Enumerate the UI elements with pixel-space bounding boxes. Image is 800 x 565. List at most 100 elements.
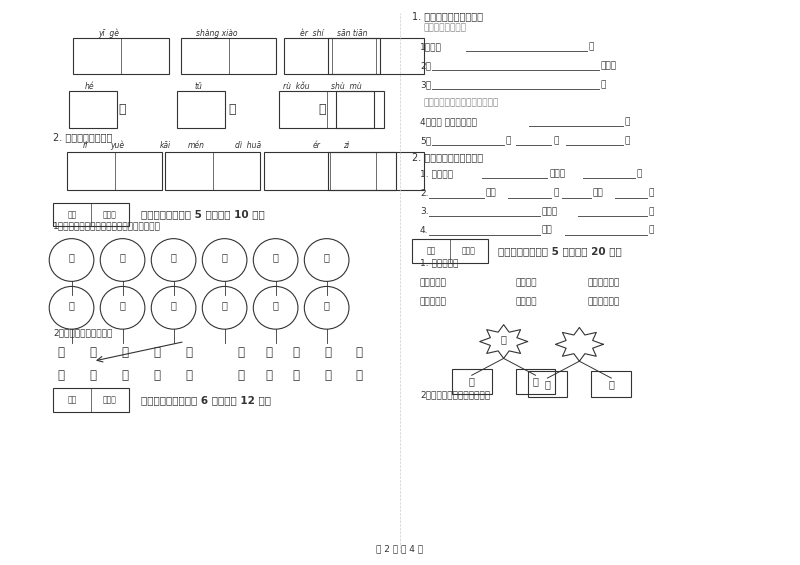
Text: 影: 影: [120, 300, 126, 310]
Text: ，一边: ，一边: [549, 170, 566, 179]
Bar: [54, 203, 129, 226]
Text: 进: 进: [122, 369, 129, 382]
Text: 读书。: 读书。: [601, 61, 617, 70]
Text: 例：爸爸妈妈笑了，我也笑了。: 例：爸爸妈妈笑了，我也笑了。: [424, 98, 499, 107]
Text: 鼠: 鼠: [170, 300, 177, 310]
Text: 4．小云 写作业，我也: 4．小云 写作业，我也: [420, 117, 477, 126]
Text: 走＋干＝赶: 走＋干＝赶: [420, 278, 447, 287]
Text: 例：妈妈洗衣服。: 例：妈妈洗衣服。: [424, 23, 467, 32]
Text: 场: 场: [325, 369, 332, 382]
Text: 下: 下: [545, 379, 550, 389]
Text: 。: 。: [649, 225, 654, 234]
Text: hé: hé: [84, 82, 94, 92]
Bar: [66, 151, 162, 190]
Text: 得分: 得分: [67, 210, 77, 219]
Text: 。: 。: [649, 207, 654, 216]
Text: 得分: 得分: [67, 396, 77, 405]
Text: 2、扩词比赛，看谁说的多！: 2、扩词比赛，看谁说的多！: [420, 390, 490, 399]
Bar: [265, 151, 396, 190]
Text: 招: 招: [186, 346, 192, 359]
Text: 田: 田: [170, 252, 177, 262]
Text: 也: 也: [553, 136, 558, 145]
Bar: [73, 38, 169, 75]
Text: 1. 大家一边: 1. 大家一边: [420, 170, 453, 179]
Text: 亲: 亲: [90, 369, 97, 382]
Text: 口: 口: [608, 379, 614, 389]
Text: 1、哪两个气球可以连在一起，请你连一连。: 1、哪两个气球可以连在一起，请你连一连。: [54, 222, 161, 231]
Text: 2、照样子，连字成词。: 2、照样子，连字成词。: [54, 329, 113, 338]
Text: 快: 快: [90, 346, 97, 359]
Text: 苗: 苗: [119, 103, 126, 116]
Text: 广: 广: [237, 346, 244, 359]
Bar: [177, 92, 225, 128]
Text: 第 2 页 共 4 页: 第 2 页 共 4 页: [377, 545, 423, 554]
Text: 朗: 朗: [120, 252, 126, 262]
Text: 琴: 琴: [293, 369, 300, 382]
Text: èr  shí: èr shí: [301, 29, 324, 38]
Text: 那么: 那么: [486, 189, 496, 198]
Bar: [54, 388, 129, 412]
Bar: [165, 151, 261, 190]
Text: 。: 。: [601, 80, 606, 89]
Bar: [285, 38, 380, 75]
Text: 日＋月＝: 日＋月＝: [515, 278, 537, 287]
Text: rù  kǒu: rù kǒu: [283, 82, 310, 92]
Text: 地: 地: [229, 103, 236, 116]
Text: 。: 。: [637, 170, 642, 179]
Text: 已经: 已经: [541, 225, 552, 234]
Text: 门: 门: [154, 369, 160, 382]
Bar: [336, 92, 384, 128]
Text: 香－＿＿＝日: 香－＿＿＝日: [587, 297, 619, 306]
Text: ，: ，: [589, 42, 594, 51]
Text: 叶－口＝十: 叶－口＝十: [420, 297, 447, 306]
Text: 松: 松: [69, 252, 74, 262]
Text: 乐: 乐: [186, 369, 192, 382]
Text: 3.: 3.: [420, 207, 429, 216]
Text: 得分: 得分: [426, 246, 435, 255]
Text: 弹: 弹: [355, 346, 362, 359]
Text: 5．: 5．: [420, 136, 431, 145]
Text: 4.: 4.: [420, 225, 429, 234]
Text: ，: ，: [506, 136, 510, 145]
Text: 树: 树: [318, 103, 326, 116]
Text: 飞: 飞: [293, 346, 300, 359]
Text: sān tiān: sān tiān: [337, 29, 367, 38]
Text: 2. 我会把句子补充完整。: 2. 我会把句子补充完整。: [412, 152, 483, 162]
Text: 2. 看拼音，写字词。: 2. 看拼音，写字词。: [54, 132, 113, 142]
Text: mén: mén: [188, 141, 206, 150]
Text: 放: 放: [324, 252, 330, 262]
Text: ér: ér: [312, 141, 320, 150]
Bar: [328, 38, 424, 75]
Text: shàng xiào: shàng xiào: [196, 29, 238, 38]
Text: ，: ，: [553, 189, 558, 198]
Text: 四、连一连（每题 5 分，共计 10 分）: 四、连一连（每题 5 分，共计 10 分）: [141, 210, 265, 219]
Text: 友: 友: [222, 300, 227, 310]
Text: 会－人＝: 会－人＝: [515, 297, 537, 306]
Text: 。: 。: [625, 117, 630, 126]
Text: rì: rì: [82, 141, 88, 150]
Text: 开: 开: [58, 346, 65, 359]
Text: 母: 母: [122, 346, 129, 359]
Text: 秋: 秋: [501, 334, 506, 344]
Text: 2.: 2.: [420, 189, 429, 198]
Text: 评卷人: 评卷人: [462, 246, 476, 255]
Text: dì  huā: dì huā: [235, 141, 262, 150]
Bar: [328, 151, 424, 190]
Text: 野: 野: [69, 300, 74, 310]
Bar: [515, 368, 555, 394]
Bar: [527, 371, 567, 397]
Text: ，: ，: [625, 136, 630, 145]
Text: 天: 天: [324, 300, 330, 310]
Text: 3．: 3．: [420, 80, 431, 89]
Text: kāi: kāi: [159, 141, 170, 150]
Text: yuè: yuè: [110, 141, 124, 150]
Bar: [279, 92, 374, 128]
Text: 六、综合题（每题 5 分，共计 20 分）: 六、综合题（每题 5 分，共计 20 分）: [498, 246, 622, 256]
Text: 2．: 2．: [420, 61, 431, 70]
Text: shù  mù: shù mù: [331, 82, 362, 92]
Text: 笔: 笔: [58, 369, 65, 382]
Text: 家: 家: [325, 346, 332, 359]
Text: 乡: 乡: [237, 369, 244, 382]
Bar: [181, 38, 277, 75]
Bar: [452, 368, 492, 394]
